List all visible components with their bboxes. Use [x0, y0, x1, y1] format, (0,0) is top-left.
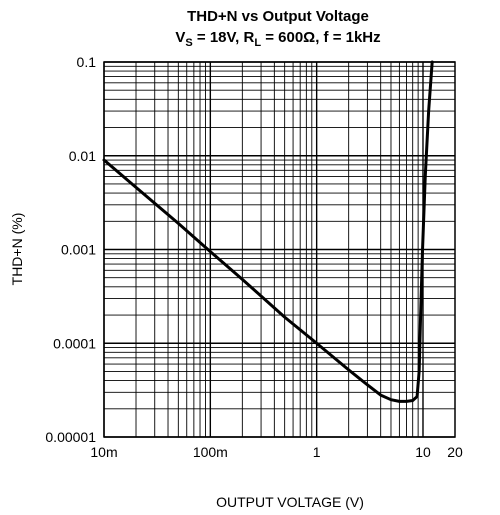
y-axis-label: THD+N (%)	[9, 213, 25, 286]
x-tick-label: 100m	[193, 444, 228, 460]
x-tick-label: 10m	[90, 444, 117, 460]
plot-frame	[103, 61, 456, 438]
subtitle-rl-value: = 600Ω, f = 1kHz	[261, 29, 381, 46]
x-tick-label: 20	[447, 444, 463, 460]
subtitle-vs-value: = 18V,	[193, 29, 244, 46]
y-tick-label: 0.01	[69, 148, 96, 164]
subtitle-vs-sub: S	[185, 37, 192, 49]
chart-subtitle: VS = 18V, RL = 600Ω, f = 1kHz	[175, 29, 380, 49]
subtitle-rl-sub: L	[254, 37, 261, 49]
x-tick-labels: 10m 100m 1 10 20	[90, 444, 463, 460]
subtitle-rl-main: R	[243, 29, 254, 46]
x-tick-label: 10	[415, 444, 431, 460]
x-axis-label: OUTPUT VOLTAGE (V)	[216, 494, 364, 510]
series-line	[102, 60, 434, 403]
y-tick-label: 0.1	[77, 54, 97, 70]
y-tick-label: 0.001	[61, 242, 96, 258]
subtitle-vs-main: V	[175, 29, 185, 46]
y-tick-label: 0.0001	[53, 335, 96, 351]
x-tick-label: 1	[313, 444, 321, 460]
y-tick-labels: 0.1 0.01 0.001 0.0001 0.00001	[45, 54, 96, 445]
chart-title: THD+N vs Output Voltage	[187, 8, 369, 25]
grid	[103, 61, 456, 438]
y-tick-label: 0.00001	[45, 429, 96, 445]
